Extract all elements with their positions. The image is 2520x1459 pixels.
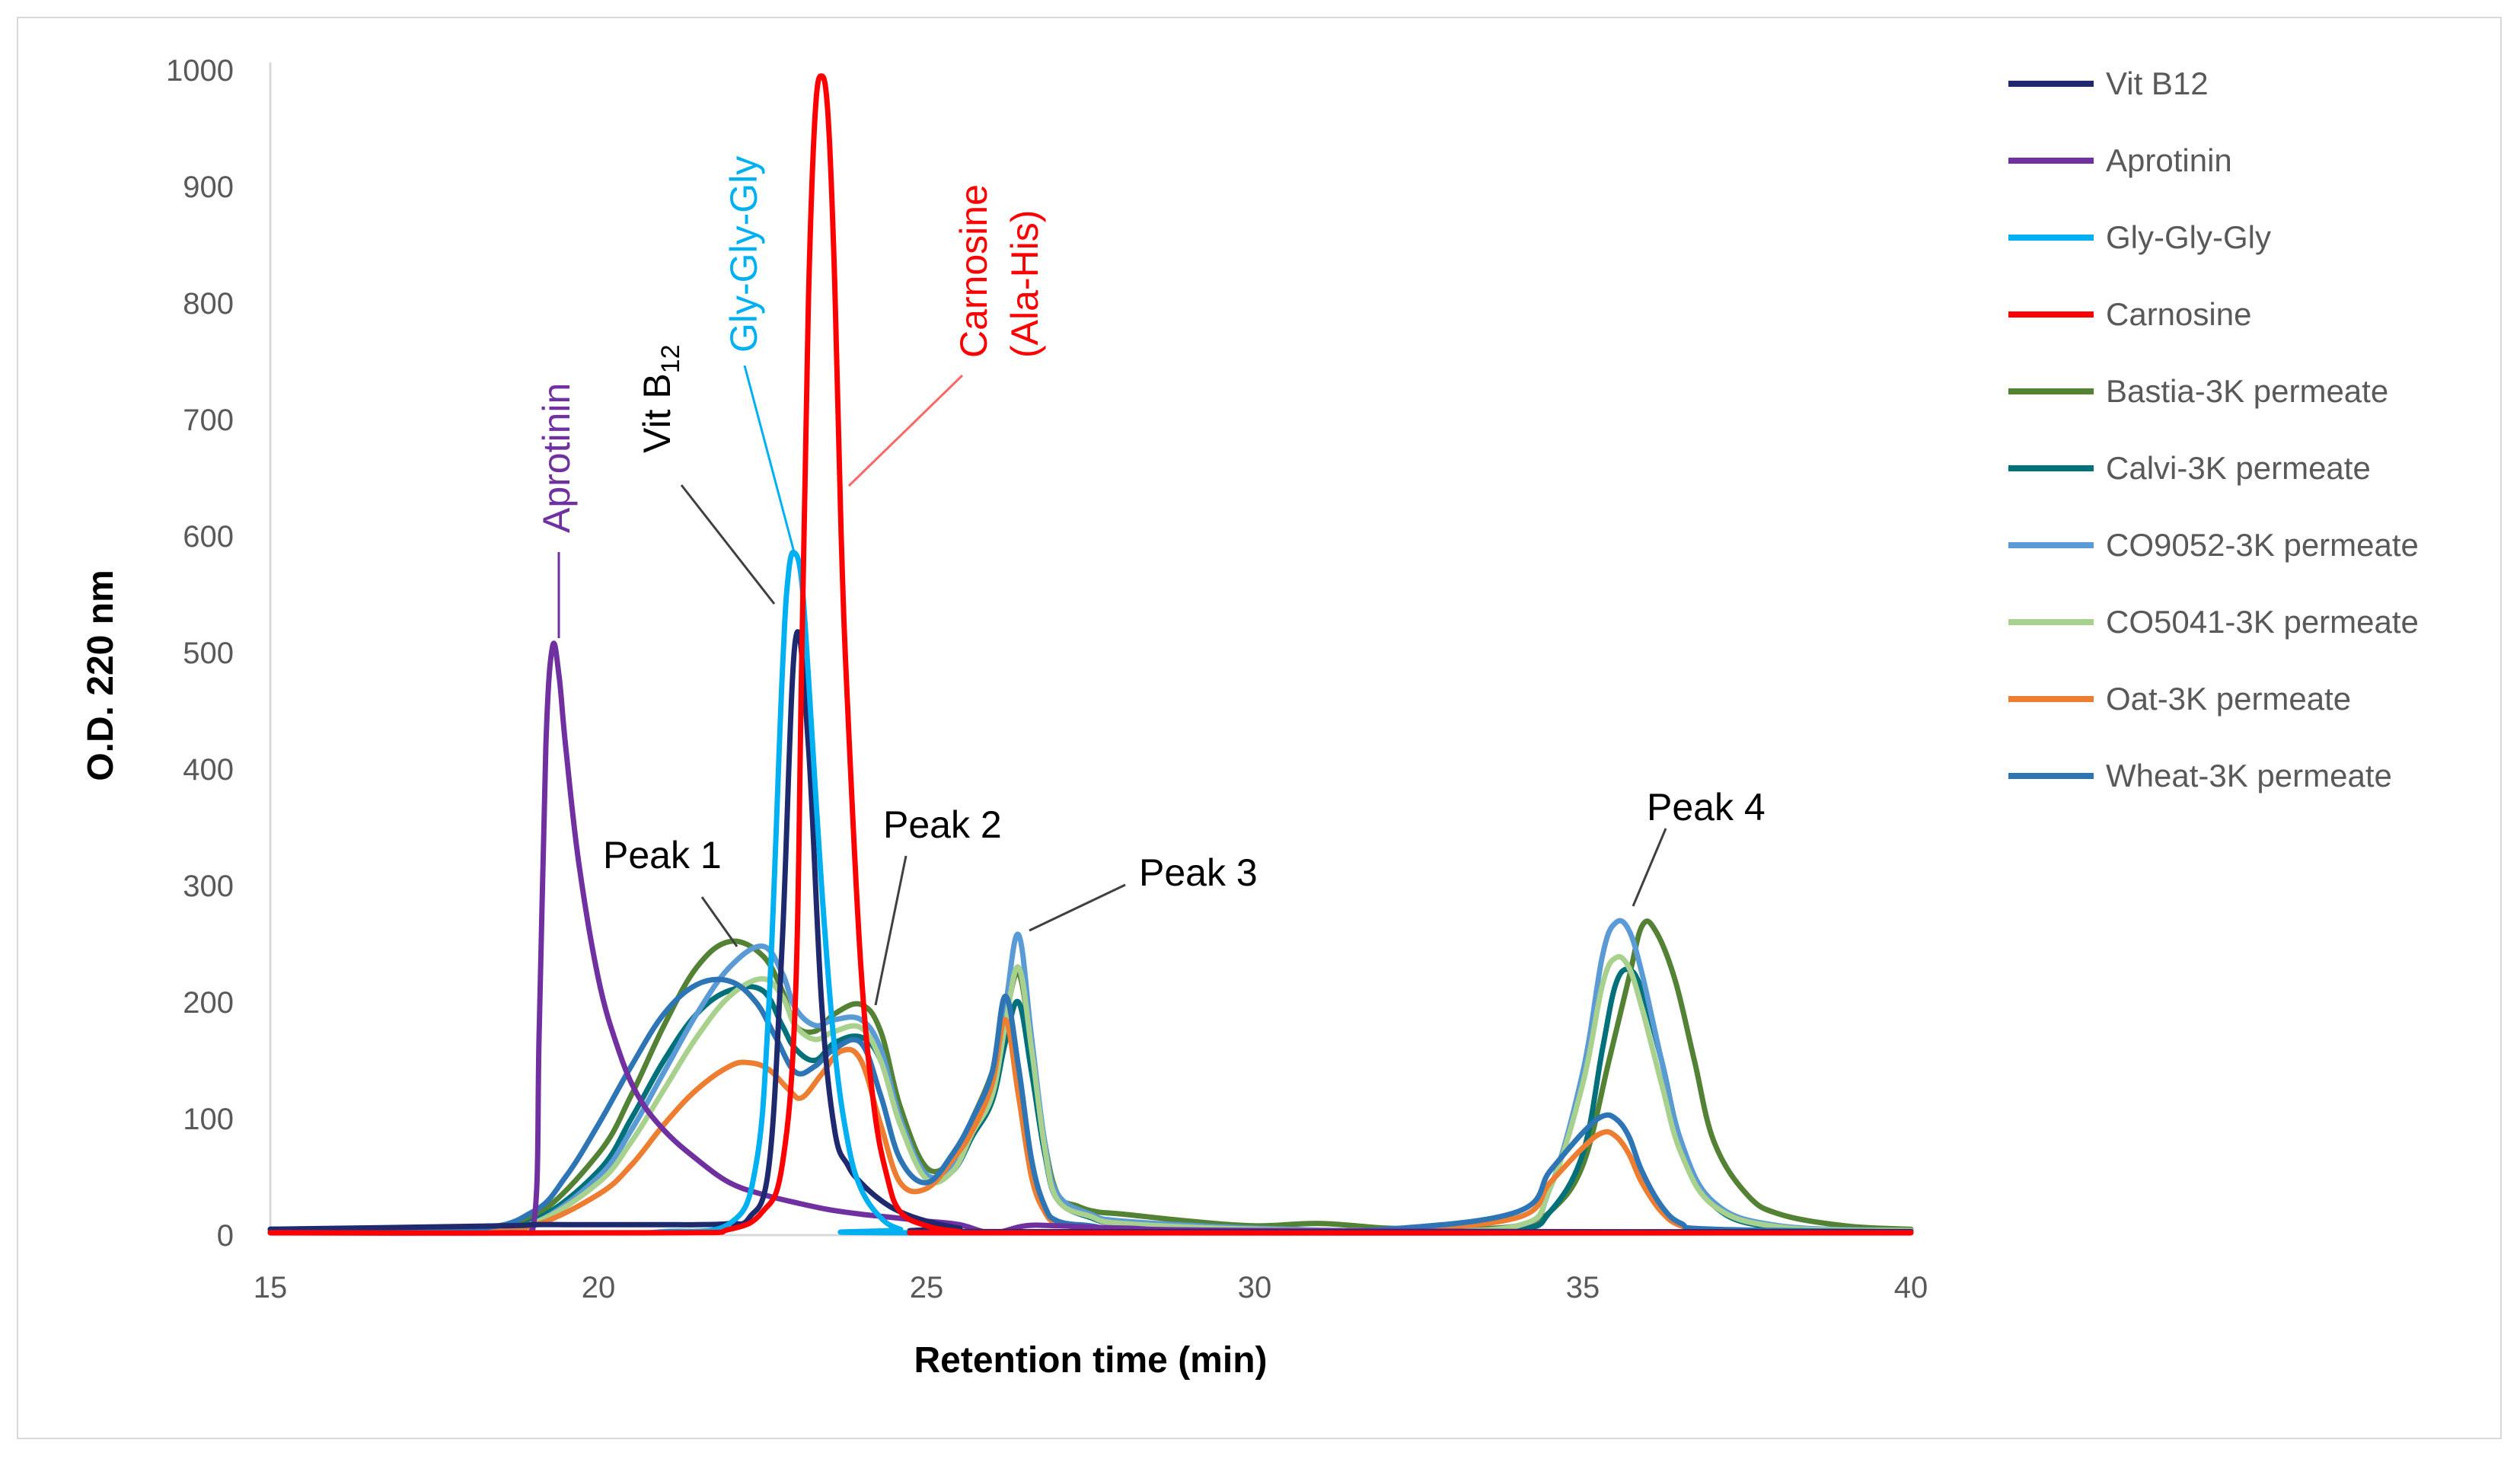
y-tick-label: 400 (183, 753, 234, 787)
leader-gly-gly-gly (743, 365, 796, 553)
vit-b-subscript: 12 (656, 344, 685, 373)
x-axis-title: Retention time (min) (914, 1340, 1268, 1381)
y-tick-label: 900 (183, 171, 234, 204)
legend-label: Wheat-3K permeate (2106, 758, 2392, 793)
x-tick-label: 35 (1566, 1271, 1600, 1304)
annotation-peak-4: Peak 4 (1647, 786, 1766, 828)
legend-label: Oat-3K permeate (2106, 681, 2351, 717)
y-axis-title: O.D. 220 nm (81, 570, 121, 781)
chart-frame (17, 17, 2502, 1439)
x-tick-label: 15 (254, 1271, 288, 1304)
leader-peak-4 (1632, 828, 1667, 907)
series-line-wheat-3k-permeate (267, 976, 1914, 1235)
leader-peak-1 (700, 896, 738, 947)
y-tick-label: 200 (183, 986, 234, 1020)
legend-label: Aprotinin (2106, 142, 2232, 178)
series-line-vit-b12 (267, 629, 1914, 1235)
y-tick-label: 600 (183, 520, 234, 554)
y-tick-label: 0 (217, 1219, 234, 1253)
legend-label: Bastia-3K permeate (2106, 373, 2388, 409)
leader-carnosine (847, 374, 964, 487)
annotation-gly-gly-gly: Gly-Gly-Gly (723, 156, 765, 353)
x-tick-label: 20 (582, 1271, 616, 1304)
legend: Vit B12 Aprotinin Gly-Gly-Gly Carnosine Bast… (2008, 65, 2419, 793)
legend-label: Carnosine (2106, 296, 2251, 332)
leader-vit-b12 (680, 484, 776, 605)
series-line-aprotinin (267, 640, 1914, 1236)
annotation-peak-1: Peak 1 (603, 834, 722, 876)
legend-label: Vit B12 (2106, 65, 2209, 101)
annotation-ala-his: (Ala-His) (1003, 210, 1046, 358)
y-tick-label: 700 (183, 404, 234, 437)
x-tick-label: 40 (1894, 1271, 1928, 1304)
annotation-aprotinin: Aprotinin (535, 383, 578, 533)
legend-label: Gly-Gly-Gly (2106, 219, 2271, 255)
x-tick-label: 25 (910, 1271, 944, 1304)
series-layer (267, 73, 1914, 1236)
annotation-carnosine: Carnosine (952, 184, 995, 358)
x-tick-label: 30 (1238, 1271, 1272, 1304)
vit-b-label: Vit B (636, 373, 678, 453)
y-tick-label: 800 (183, 287, 234, 321)
legend-label: Calvi-3K permeate (2106, 450, 2371, 486)
series-line-co5041-3k-permeate (267, 953, 1914, 1234)
series-line-oat-3k-permeate (267, 1017, 1914, 1236)
legend-label: CO5041-3K permeate (2106, 604, 2419, 640)
series-line-co9052-3k-permeate (267, 918, 1914, 1234)
y-tick-label: 100 (183, 1103, 234, 1136)
y-tick-label: 500 (183, 637, 234, 670)
annotation-vit-b12: Vit B12 (636, 344, 685, 453)
annotations: Aprotinin Vit B12 Gly-Gly-Gly Carnosine … (535, 156, 1766, 1006)
leader-peak-3 (1029, 883, 1126, 932)
leader-peak-2 (874, 855, 908, 1006)
series-line-gly-gly-gly (267, 549, 1914, 1236)
annotation-peak-3: Peak 3 (1139, 851, 1258, 894)
y-tick-label: 1000 (166, 54, 234, 88)
y-tick-label: 300 (183, 870, 234, 903)
legend-label: CO9052-3K permeate (2106, 527, 2419, 563)
series-line-carnosine (267, 73, 1914, 1236)
annotation-peak-2: Peak 2 (883, 803, 1002, 846)
